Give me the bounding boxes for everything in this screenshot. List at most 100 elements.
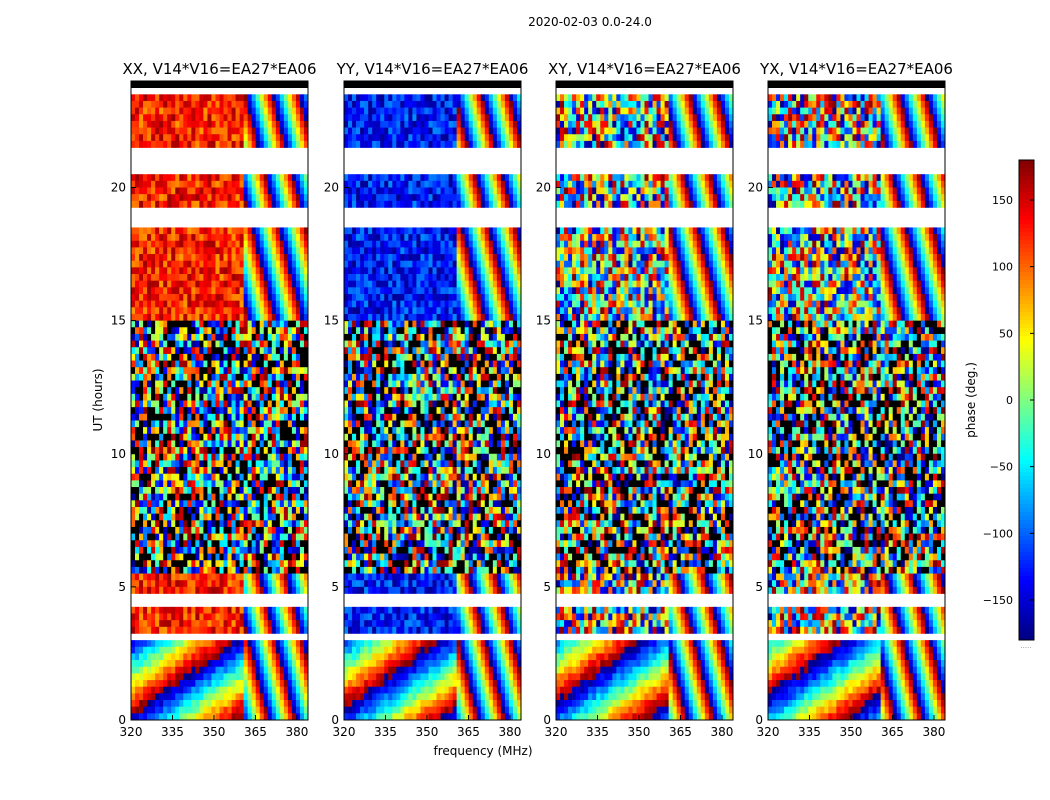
phase-cell	[231, 433, 236, 441]
phase-cell	[163, 680, 168, 688]
phase-cell	[263, 333, 269, 341]
phase-cell	[223, 400, 228, 408]
phase-cell	[287, 606, 293, 614]
phase-cell	[147, 473, 152, 481]
phase-cell	[179, 693, 184, 701]
phase-cell	[139, 433, 144, 441]
phase-cell	[440, 240, 445, 248]
phase-cell	[227, 353, 232, 361]
phase-cell	[227, 187, 232, 195]
phase-cell	[219, 320, 224, 328]
phase-cell	[412, 240, 417, 248]
phase-cell	[139, 320, 144, 328]
phase-cell	[199, 333, 204, 341]
phase-cell	[147, 686, 152, 694]
phase-cell	[275, 234, 281, 242]
phase-cell	[424, 120, 429, 128]
phase-cell	[299, 140, 305, 148]
phase-cell	[299, 187, 305, 195]
phase-cell	[163, 360, 168, 368]
phase-cell	[263, 686, 269, 694]
phase-cell	[251, 693, 256, 701]
phase-cell	[167, 280, 172, 288]
phase-cell	[279, 460, 285, 468]
phase-cell	[143, 613, 148, 621]
phase-cell	[143, 620, 148, 628]
phase-cell	[255, 134, 261, 142]
panel-frame	[130, 80, 309, 721]
phase-cell	[131, 274, 136, 281]
phase-cell	[195, 433, 200, 441]
phase-cell	[283, 240, 289, 248]
phase-cell	[263, 680, 269, 688]
phase-cell	[231, 247, 236, 255]
phase-cell	[219, 234, 224, 242]
phase-cell	[412, 247, 417, 255]
phase-cell	[303, 513, 309, 521]
phase-cell	[195, 300, 200, 308]
phase-cell	[484, 287, 490, 295]
phase-cell	[143, 580, 148, 588]
phase-cell	[384, 320, 389, 328]
phase-cell	[488, 134, 494, 142]
phase-cell	[155, 400, 160, 408]
phase-cell	[167, 480, 172, 488]
phase-cell	[175, 526, 180, 534]
phase-cell	[147, 260, 152, 268]
phase-cell	[167, 420, 172, 428]
phase-cell	[215, 606, 220, 614]
phase-cell	[239, 347, 244, 355]
phase-cell	[303, 307, 309, 315]
phase-cell	[504, 300, 510, 308]
phase-cell	[271, 453, 277, 461]
phase-cell	[360, 107, 365, 115]
phase-cell	[147, 540, 152, 548]
phase-cell	[356, 100, 361, 108]
phase-cell	[267, 247, 273, 255]
phase-cell	[287, 473, 293, 481]
phase-cell	[488, 247, 494, 255]
phase-cell	[135, 380, 140, 388]
phase-cell	[215, 240, 220, 248]
phase-cell	[303, 467, 309, 475]
phase-cell	[255, 626, 261, 634]
phase-cell	[179, 526, 184, 534]
phase-cell	[211, 320, 216, 328]
phase-cell	[295, 646, 301, 654]
phase-cell	[239, 393, 244, 401]
phase-cell	[500, 174, 506, 182]
phase-cell	[508, 327, 514, 335]
phase-cell	[151, 526, 156, 534]
phase-cell	[512, 307, 518, 315]
phase-cell	[239, 580, 244, 588]
phase-heatmap	[344, 94, 522, 721]
phase-cell	[496, 174, 502, 182]
phase-cell	[211, 254, 216, 262]
phase-cell	[203, 533, 208, 541]
phase-cell	[408, 107, 413, 115]
phase-cell	[179, 653, 184, 661]
phase-cell	[191, 526, 196, 534]
phase-cell	[199, 447, 204, 455]
phase-cell	[215, 500, 220, 508]
phase-cell	[159, 660, 164, 668]
phase-cell	[259, 187, 265, 195]
phase-cell	[424, 227, 429, 235]
phase-cell	[211, 393, 216, 401]
phase-cell	[432, 187, 437, 195]
phase-cell	[400, 287, 405, 295]
phase-cell	[167, 360, 172, 368]
phase-cell	[207, 653, 212, 661]
phase-cell	[243, 227, 248, 235]
phase-cell	[203, 613, 208, 621]
phase-cell	[247, 460, 252, 468]
phase-cell	[279, 666, 285, 674]
phase-cell	[131, 447, 136, 455]
phase-cell	[167, 467, 172, 475]
phase-cell	[259, 700, 265, 707]
phase-cell	[147, 646, 152, 654]
phase-cell	[143, 94, 148, 102]
phase-cell	[259, 327, 265, 335]
phase-cell	[400, 294, 405, 301]
phase-cell	[183, 94, 188, 102]
